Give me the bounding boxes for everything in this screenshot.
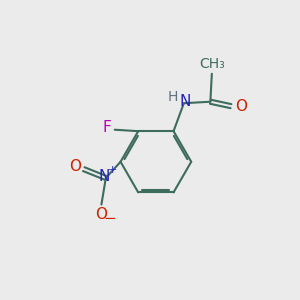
Text: N: N [180,94,191,109]
Text: O: O [95,207,107,222]
Text: CH₃: CH₃ [199,57,225,71]
Text: F: F [103,120,112,135]
Text: +: + [108,165,117,175]
Text: O: O [69,159,81,174]
Text: N: N [99,169,110,184]
Text: −: − [103,211,116,226]
Text: O: O [235,99,247,114]
Text: H: H [167,90,178,104]
